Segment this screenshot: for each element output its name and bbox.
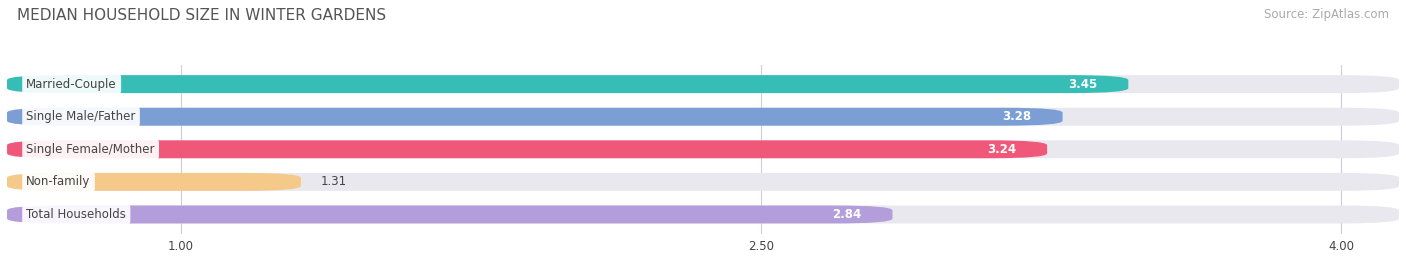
FancyBboxPatch shape <box>7 140 1047 158</box>
Text: Total Households: Total Households <box>27 208 127 221</box>
Text: MEDIAN HOUSEHOLD SIZE IN WINTER GARDENS: MEDIAN HOUSEHOLD SIZE IN WINTER GARDENS <box>17 8 387 23</box>
FancyBboxPatch shape <box>7 75 1128 93</box>
FancyBboxPatch shape <box>7 173 301 191</box>
Text: 3.45: 3.45 <box>1069 78 1097 91</box>
Text: Non-family: Non-family <box>27 175 91 188</box>
FancyBboxPatch shape <box>7 173 1399 191</box>
Text: 2.84: 2.84 <box>832 208 862 221</box>
FancyBboxPatch shape <box>7 75 1399 93</box>
Text: 1.31: 1.31 <box>321 175 346 188</box>
FancyBboxPatch shape <box>7 140 1399 158</box>
Text: Single Male/Father: Single Male/Father <box>27 110 136 123</box>
Text: Source: ZipAtlas.com: Source: ZipAtlas.com <box>1264 8 1389 21</box>
Text: 3.28: 3.28 <box>1002 110 1032 123</box>
FancyBboxPatch shape <box>7 108 1063 126</box>
Text: 3.24: 3.24 <box>987 143 1017 156</box>
Text: Single Female/Mother: Single Female/Mother <box>27 143 155 156</box>
FancyBboxPatch shape <box>7 206 893 224</box>
FancyBboxPatch shape <box>7 108 1399 126</box>
Text: Married-Couple: Married-Couple <box>27 78 117 91</box>
FancyBboxPatch shape <box>7 206 1399 224</box>
